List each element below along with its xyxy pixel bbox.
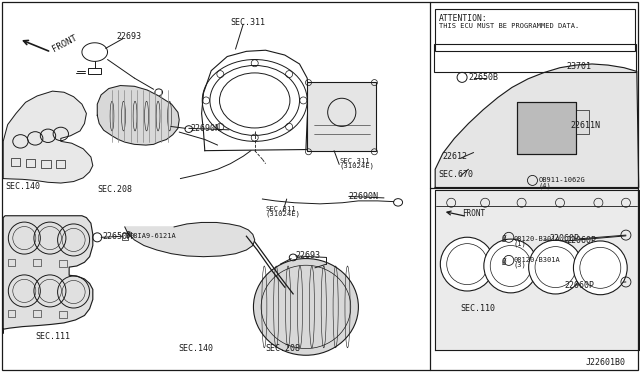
Bar — [41, 160, 51, 168]
Text: 22060P: 22060P — [564, 281, 595, 290]
Text: (3): (3) — [513, 262, 526, 269]
Text: Ø: Ø — [501, 257, 506, 266]
Text: SEC.670: SEC.670 — [438, 170, 474, 179]
Bar — [33, 259, 41, 266]
Bar — [56, 160, 65, 168]
Text: 22693: 22693 — [296, 251, 321, 260]
Bar — [435, 9, 635, 51]
Bar — [8, 310, 15, 317]
Bar — [434, 44, 636, 72]
Bar — [517, 102, 576, 154]
Text: SEC.311: SEC.311 — [230, 18, 266, 27]
Polygon shape — [125, 222, 255, 257]
Text: Ø: Ø — [125, 231, 129, 240]
Circle shape — [484, 239, 538, 293]
Text: SEC.311: SEC.311 — [339, 158, 370, 164]
Bar — [11, 158, 20, 166]
Text: THIS ECU MUST BE PROGRAMMED DATA.: THIS ECU MUST BE PROGRAMMED DATA. — [439, 23, 579, 29]
Text: Ø: Ø — [501, 234, 506, 243]
Text: OB911-1062G: OB911-1062G — [539, 177, 586, 183]
Bar — [33, 310, 41, 317]
Text: 08120-B301A: 08120-B301A — [513, 257, 560, 263]
Text: FRONT: FRONT — [51, 33, 79, 54]
Text: (1): (1) — [513, 240, 526, 247]
Text: 22060P: 22060P — [549, 234, 579, 243]
Polygon shape — [3, 91, 93, 183]
Text: (31024E): (31024E) — [339, 162, 374, 169]
Text: 22611N: 22611N — [571, 121, 601, 130]
Text: 22650B: 22650B — [468, 73, 499, 81]
Ellipse shape — [253, 259, 358, 355]
Polygon shape — [97, 86, 179, 145]
Bar — [8, 259, 15, 266]
Bar — [59, 311, 67, 318]
Bar — [517, 102, 576, 154]
Text: 23701: 23701 — [566, 62, 591, 71]
Text: J22601B0: J22601B0 — [586, 358, 625, 367]
Polygon shape — [3, 216, 93, 333]
Text: 22060P: 22060P — [566, 236, 596, 245]
Bar — [576, 110, 589, 134]
Text: 22690N: 22690N — [349, 192, 379, 201]
Text: (4): (4) — [539, 182, 552, 189]
Circle shape — [573, 241, 627, 295]
Circle shape — [440, 237, 494, 291]
Polygon shape — [435, 64, 639, 187]
Bar — [26, 159, 35, 167]
Bar — [307, 82, 376, 151]
Text: 08120-B301A: 08120-B301A — [513, 236, 560, 242]
Circle shape — [529, 240, 582, 294]
Text: FRONT: FRONT — [462, 209, 485, 218]
Text: 08IA9-6121A: 08IA9-6121A — [129, 233, 176, 239]
Text: SEC.208: SEC.208 — [266, 344, 301, 353]
Polygon shape — [435, 190, 639, 350]
Text: SEC.208: SEC.208 — [97, 185, 132, 194]
Bar — [59, 260, 67, 267]
Text: 22690N: 22690N — [191, 124, 221, 133]
Text: 22612: 22612 — [443, 153, 468, 161]
Bar — [122, 233, 128, 240]
Text: ATTENTION:: ATTENTION: — [439, 14, 488, 23]
Text: 22693: 22693 — [116, 32, 141, 41]
Text: SEC.311: SEC.311 — [266, 206, 296, 212]
Text: SEC.140: SEC.140 — [178, 344, 213, 353]
Text: SEC.110: SEC.110 — [461, 304, 496, 313]
Text: SEC.140: SEC.140 — [5, 182, 40, 191]
Text: SEC.111: SEC.111 — [35, 332, 70, 341]
Bar — [88, 68, 101, 74]
Text: 22650M: 22650M — [102, 232, 132, 241]
Text: (31024E): (31024E) — [266, 211, 301, 217]
